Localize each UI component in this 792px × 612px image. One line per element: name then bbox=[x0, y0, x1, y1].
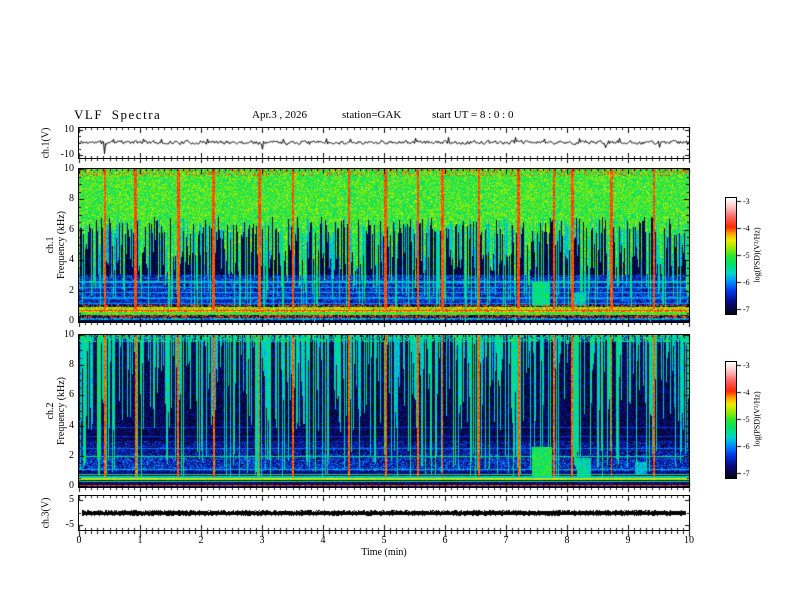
ch1-spectrogram-ylabel: ch.1 Frequency (kHz) bbox=[45, 211, 67, 279]
colorbar-ch2-gradient bbox=[726, 362, 736, 478]
colorbar-tick-label: -6 bbox=[743, 278, 750, 287]
ch2-spectrogram-ylabel: ch.2 Frequency (kHz) bbox=[45, 377, 67, 445]
colorbar-tick-label: -4 bbox=[743, 224, 750, 233]
ch2-spectrogram-panel bbox=[78, 334, 690, 488]
freq-tick-label: 8 bbox=[69, 193, 74, 205]
freq-tick-label: 6 bbox=[69, 223, 74, 235]
x-tick-label: 5 bbox=[381, 535, 387, 546]
date-label: Apr.3 , 2026 bbox=[252, 109, 307, 121]
colorbar-tick-label: -5 bbox=[743, 251, 750, 260]
figure-title: VLF Spectra bbox=[74, 107, 162, 122]
ch1-waveform-trace bbox=[79, 128, 689, 158]
ch1-spectrogram-panel bbox=[78, 168, 690, 323]
colorbar-ch2-label: log(PSD)(V²/Hz) bbox=[752, 391, 762, 447]
ch3-voltage-tick-label: 5 bbox=[69, 493, 74, 505]
x-tick-label: 1 bbox=[137, 535, 143, 546]
x-tick-label: 0 bbox=[76, 535, 82, 546]
ch2-spectrogram-image bbox=[79, 335, 689, 487]
ch1-frequency-axis-label: Frequency (kHz) bbox=[56, 210, 67, 280]
colorbar-tick-label: -4 bbox=[743, 388, 750, 397]
x-tick-label: 7 bbox=[503, 535, 509, 546]
colorbar-ch1-label: log(PSD)(V²/Hz) bbox=[752, 227, 762, 283]
x-tick-label: 8 bbox=[564, 535, 570, 546]
freq-tick-label: 0 bbox=[69, 315, 74, 326]
ch2-frequency-axis-label: Frequency (kHz) bbox=[56, 376, 67, 446]
freq-tick-label: 0 bbox=[69, 480, 74, 491]
freq-tick-label: 6 bbox=[69, 389, 74, 401]
x-tick-label: 6 bbox=[442, 535, 448, 546]
ch1-waveform-panel bbox=[78, 127, 690, 159]
station-label: station=GAK bbox=[342, 109, 402, 121]
x-tick-label: 9 bbox=[625, 535, 631, 546]
time-axis-label: Time (min) bbox=[361, 547, 407, 558]
ch1-voltage-tick-label: 10 bbox=[64, 123, 74, 135]
colorbar-ch1 bbox=[725, 197, 737, 315]
freq-tick-label: 2 bbox=[69, 449, 74, 461]
freq-tick-label: 4 bbox=[69, 254, 74, 266]
ch3-waveform-panel bbox=[78, 495, 690, 531]
colorbar-ch1-gradient bbox=[726, 198, 736, 314]
freq-tick-label: 4 bbox=[69, 419, 74, 431]
colorbar-tick-label: -5 bbox=[743, 415, 750, 424]
colorbar-tick-label: -3 bbox=[743, 197, 750, 206]
colorbar-tick-label: -6 bbox=[743, 442, 750, 451]
ch3-voltage-tick-label: -5 bbox=[65, 519, 74, 531]
ch2-channel-label: ch.2 bbox=[45, 402, 56, 420]
freq-tick-label: 2 bbox=[69, 284, 74, 296]
freq-tick-label: 10 bbox=[64, 329, 74, 340]
ch1-channel-label: ch.1 bbox=[45, 236, 56, 254]
ch3-waveform-trace bbox=[79, 496, 689, 530]
ch1-spectrogram-image bbox=[79, 169, 689, 322]
colorbar-tick-label: -7 bbox=[743, 469, 750, 478]
x-tick-label: 2 bbox=[198, 535, 204, 546]
colorbar-tick-label: -3 bbox=[743, 361, 750, 370]
freq-tick-label: 8 bbox=[69, 359, 74, 371]
colorbar-ch2 bbox=[725, 361, 737, 479]
ch1-voltage-tick-label: -10 bbox=[60, 149, 74, 161]
x-tick-label: 3 bbox=[259, 535, 265, 546]
start-ut-label: start UT = 8 : 0 : 0 bbox=[432, 109, 514, 121]
x-tick-label: 10 bbox=[684, 535, 694, 546]
colorbar-tick-label: -7 bbox=[743, 305, 750, 314]
freq-tick-label: 10 bbox=[64, 163, 74, 174]
x-tick-label: 4 bbox=[320, 535, 326, 546]
